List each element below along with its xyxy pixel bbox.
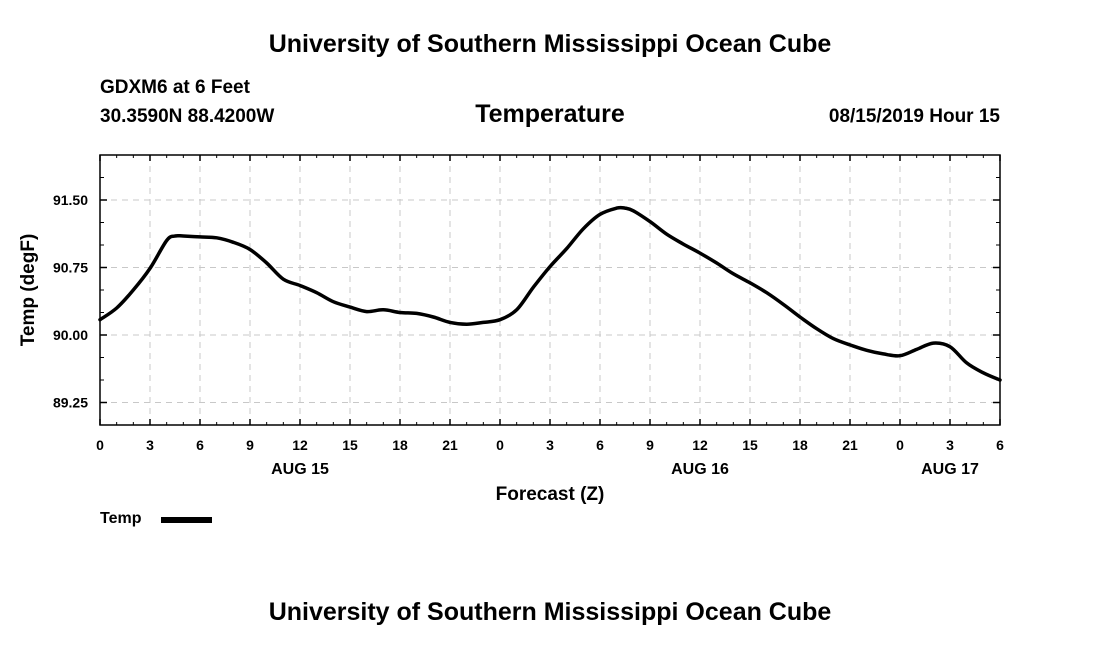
- data-point: [716, 262, 718, 264]
- data-point: [266, 262, 268, 264]
- axis-ticks: [99, 155, 1001, 425]
- legend-label: Temp: [100, 510, 142, 527]
- data-point: [766, 292, 768, 294]
- forecast-datetime: 08/15/2019 Hour 15: [828, 106, 1000, 127]
- data-point: [782, 303, 784, 305]
- x-tick-label: 6: [196, 437, 204, 453]
- data-point: [799, 316, 801, 318]
- data-point: [624, 207, 626, 209]
- y-tick-label: 90.00: [53, 327, 88, 343]
- legend-swatch: [161, 517, 212, 523]
- x-tick-label: 9: [646, 437, 654, 453]
- data-point: [116, 307, 118, 309]
- data-point: [182, 235, 184, 237]
- series-line-temp: [98, 205, 1002, 382]
- data-point: [199, 236, 201, 238]
- data-point: [549, 265, 551, 267]
- x-tick-label: 21: [842, 437, 858, 453]
- x-tick-label: 9: [246, 437, 254, 453]
- data-point: [566, 247, 568, 249]
- data-point: [332, 301, 334, 303]
- axis-labels: 0 3 6 9 12 15 18 21 0 3 6 9 12 15 18 21 0 3 6 89.25 90.00 90.…: [53, 192, 1004, 478]
- data-point: [916, 348, 918, 350]
- data-point: [599, 213, 601, 215]
- data-point: [699, 252, 701, 254]
- x-tick-label: 15: [342, 437, 358, 453]
- x-tick-label: 0: [96, 437, 104, 453]
- data-point: [899, 355, 901, 357]
- date-label: AUG 15: [271, 461, 329, 478]
- data-point: [949, 346, 951, 348]
- data-point: [632, 210, 634, 212]
- data-point: [849, 344, 851, 346]
- data-point: [499, 319, 501, 321]
- data-point: [966, 362, 968, 364]
- data-point: [832, 337, 834, 339]
- data-point: [666, 233, 668, 235]
- data-point: [416, 312, 418, 314]
- station-name: GDXM6 at 6 Feet: [100, 77, 250, 98]
- x-tick-label: 3: [546, 437, 554, 453]
- data-point: [449, 321, 451, 323]
- x-tick-label: 12: [292, 437, 308, 453]
- x-tick-label: 18: [792, 437, 808, 453]
- data-point: [682, 243, 684, 245]
- data-point: [249, 248, 251, 250]
- data-point: [649, 220, 651, 222]
- x-tick-label: 3: [946, 437, 954, 453]
- data-point: [482, 321, 484, 323]
- grid: [100, 155, 1000, 425]
- date-label: AUG 17: [921, 461, 979, 478]
- data-point: [232, 241, 234, 243]
- footer-org-title: University of Southern Mississippi Ocean…: [268, 598, 832, 626]
- y-axis-title: Temp (degF): [18, 234, 39, 347]
- data-point: [516, 309, 518, 311]
- chart-title: Temperature: [475, 100, 625, 128]
- data-point: [866, 349, 868, 351]
- data-point: [174, 235, 176, 237]
- data-point: [749, 282, 751, 284]
- data-point: [132, 289, 134, 291]
- data-point: [982, 372, 984, 374]
- data-point: [732, 273, 734, 275]
- y-tick-label: 89.25: [53, 395, 88, 411]
- x-tick-label: 3: [146, 437, 154, 453]
- data-point: [999, 379, 1001, 381]
- data-point: [432, 316, 434, 318]
- data-point: [532, 286, 534, 288]
- x-tick-label: 0: [896, 437, 904, 453]
- data-point: [149, 267, 151, 269]
- x-axis-title: Forecast (Z): [496, 484, 605, 505]
- x-tick-label: 12: [692, 437, 708, 453]
- data-point: [582, 228, 584, 230]
- x-tick-label: 6: [996, 437, 1004, 453]
- data-point: [299, 284, 301, 286]
- x-tick-label: 21: [442, 437, 458, 453]
- data-point: [816, 328, 818, 330]
- y-tick-label: 90.75: [53, 260, 88, 276]
- x-tick-label: 15: [742, 437, 758, 453]
- data-point: [366, 310, 368, 312]
- org-title: University of Southern Mississippi Ocean…: [268, 30, 832, 58]
- y-tick-label: 91.50: [53, 192, 88, 208]
- x-tick-label: 6: [596, 437, 604, 453]
- data-point: [382, 309, 384, 311]
- data-point: [882, 353, 884, 355]
- station-coordinates: 30.3590N 88.4200W: [100, 106, 275, 127]
- data-point: [466, 323, 468, 325]
- data-point: [316, 292, 318, 294]
- date-label: AUG 16: [671, 461, 729, 478]
- data-point: [349, 306, 351, 308]
- x-tick-label: 18: [392, 437, 408, 453]
- data-point: [166, 239, 168, 241]
- data-point: [399, 311, 401, 313]
- data-point: [616, 207, 618, 209]
- data-point: [282, 278, 284, 280]
- x-tick-label: 0: [496, 437, 504, 453]
- data-point: [216, 237, 218, 239]
- data-point: [932, 342, 934, 344]
- data-point: [99, 319, 101, 321]
